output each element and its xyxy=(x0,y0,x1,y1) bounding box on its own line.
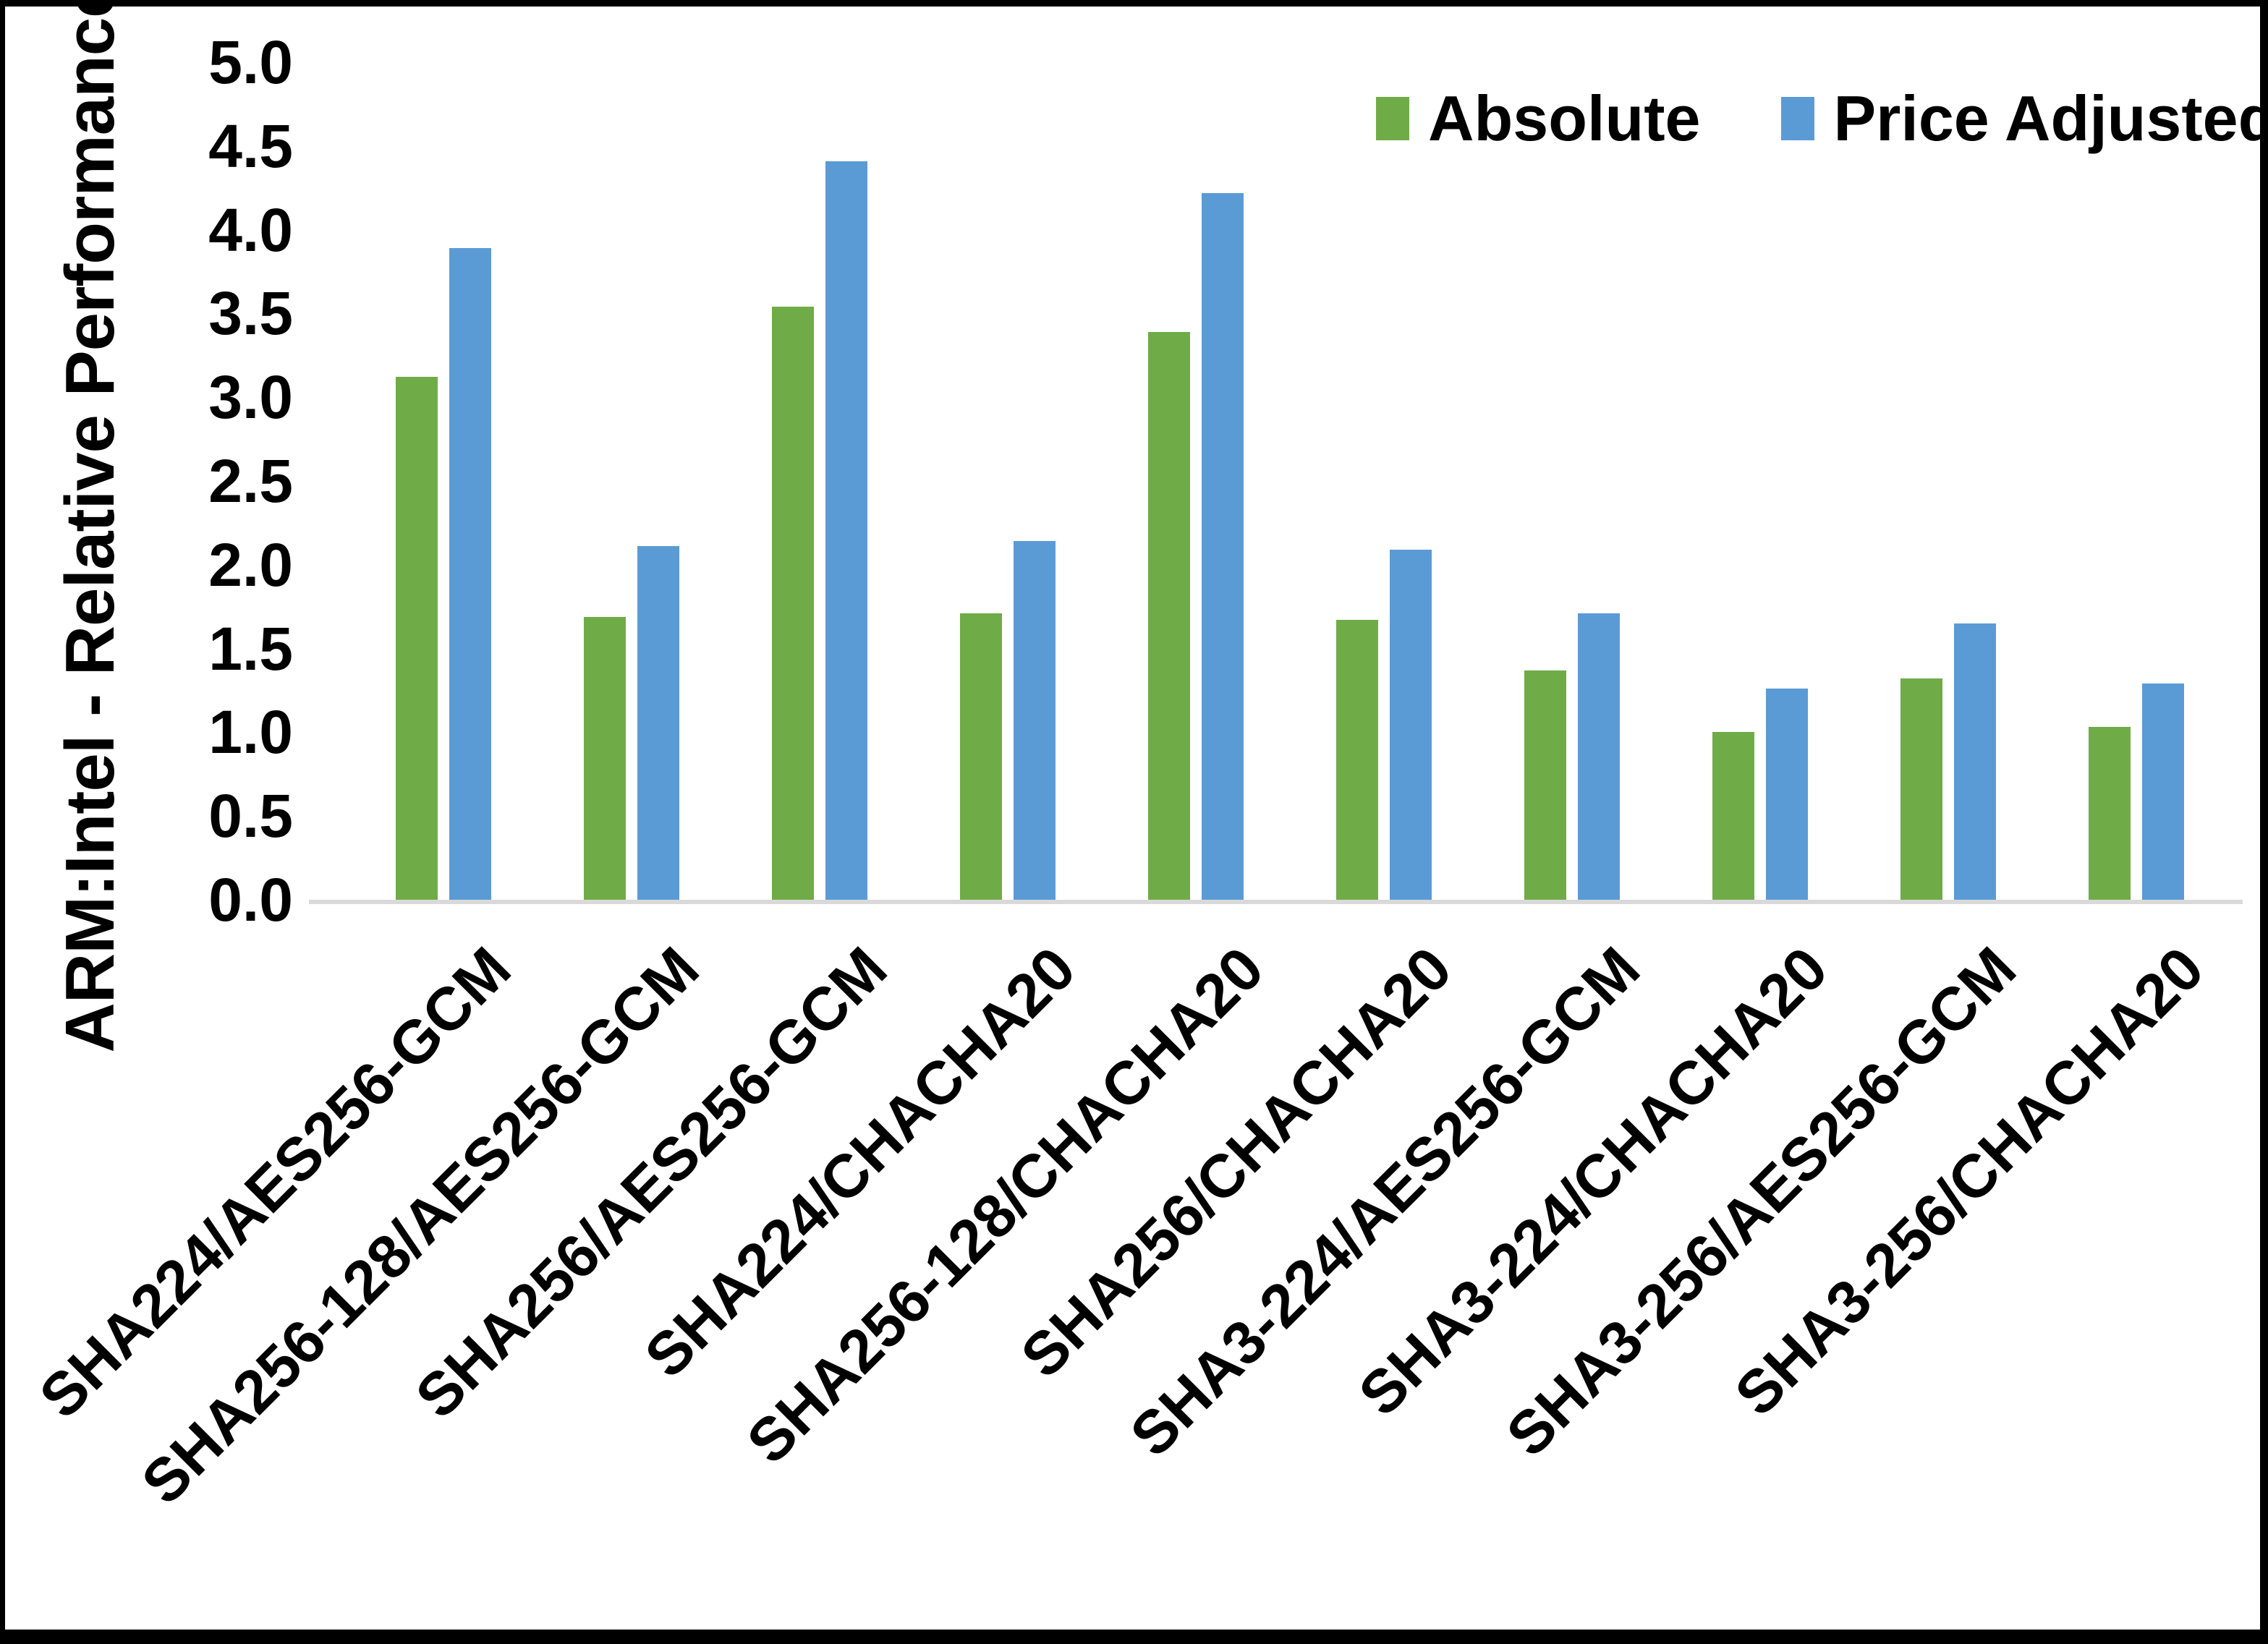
bar-price-adjusted xyxy=(825,161,867,900)
y-tick-label: 1.5 xyxy=(208,614,293,683)
y-tick-label: 2.5 xyxy=(208,447,293,515)
bar-absolute xyxy=(772,307,814,900)
bar-price-adjusted xyxy=(449,248,491,900)
bar-price-adjusted xyxy=(1578,613,1620,900)
bar-price-adjusted xyxy=(2142,683,2184,900)
x-axis-line xyxy=(309,900,2243,904)
y-tick-label: 0.0 xyxy=(208,866,293,934)
legend-item-price-adjusted: Price Adjusted xyxy=(1781,82,2268,156)
bar-price-adjusted xyxy=(1766,689,1808,900)
legend-item-absolute: Absolute xyxy=(1376,82,1700,156)
bar-absolute xyxy=(1900,678,1942,900)
bar-absolute xyxy=(396,377,438,900)
bar-absolute xyxy=(584,617,626,900)
y-tick-label: 3.0 xyxy=(208,363,293,432)
bar-price-adjusted xyxy=(637,546,679,900)
bar-absolute xyxy=(960,613,1002,900)
y-tick-label: 3.5 xyxy=(208,279,293,348)
legend-label: Absolute xyxy=(1428,82,1701,154)
bar-price-adjusted xyxy=(1390,550,1432,900)
bar-price-adjusted xyxy=(1202,193,1244,900)
bar-absolute xyxy=(2089,727,2131,900)
legend-swatch-price-adjusted xyxy=(1781,97,1815,140)
bar-absolute xyxy=(1712,732,1754,900)
y-tick-label: 0.5 xyxy=(208,782,293,851)
legend-label: Price Adjusted xyxy=(1833,82,2268,154)
y-tick-label: 2.0 xyxy=(208,530,293,599)
legend-swatch-absolute xyxy=(1376,97,1409,140)
y-tick-label: 4.5 xyxy=(208,111,293,180)
bar-absolute xyxy=(1524,670,1566,900)
legend: Absolute Price Adjusted xyxy=(1376,79,2268,158)
bar-price-adjusted xyxy=(1954,623,1996,900)
y-tick-label: 4.0 xyxy=(208,195,293,264)
bar-absolute xyxy=(1336,620,1378,900)
y-tick-label: 5.0 xyxy=(208,28,293,96)
bar-price-adjusted xyxy=(1014,541,1056,900)
bar-absolute xyxy=(1148,332,1190,900)
y-tick-label: 1.0 xyxy=(208,698,293,767)
